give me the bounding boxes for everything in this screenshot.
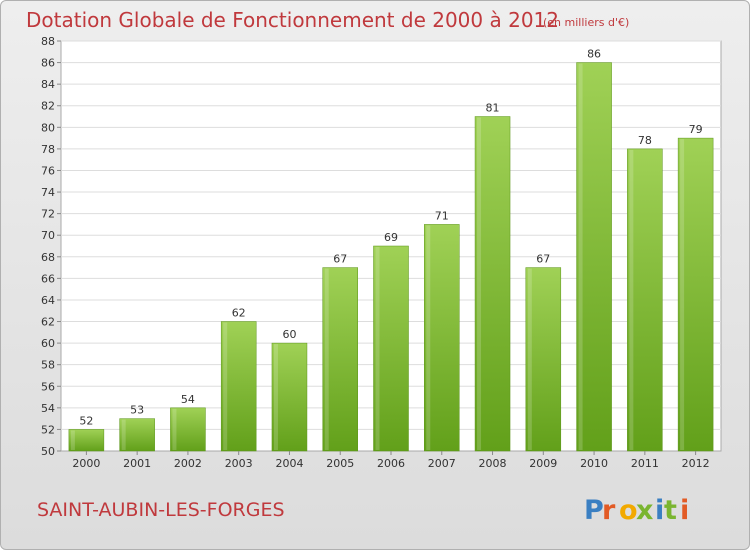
x-tick-label: 2001 (123, 457, 151, 470)
y-tick-label: 62 (41, 316, 55, 329)
bar-2003 (220, 321, 257, 452)
bar-highlight (629, 149, 634, 451)
x-tick-label: 2004 (275, 457, 303, 470)
x-tick-label: 2011 (631, 457, 659, 470)
logo-letter: i (655, 495, 664, 526)
value-label: 67 (333, 253, 347, 266)
y-tick-label: 56 (41, 380, 55, 393)
bar-highlight (527, 268, 532, 450)
value-label: 71 (435, 209, 449, 222)
value-label: 53 (130, 404, 144, 417)
bar-2010 (576, 62, 612, 452)
x-tick-label: 2012 (682, 457, 710, 470)
y-tick-label: 82 (41, 100, 55, 113)
y-tick-label: 52 (41, 423, 55, 436)
bar-highlight (426, 225, 431, 450)
value-label: 69 (384, 231, 398, 244)
bar-2005 (322, 267, 358, 452)
bar-highlight (121, 419, 126, 450)
chart-unit: (en milliers d'€) (543, 16, 630, 29)
x-tick-label: 2009 (529, 457, 557, 470)
bar-highlight (375, 247, 380, 450)
y-tick-label: 64 (41, 294, 55, 307)
value-label: 67 (536, 253, 550, 266)
y-tick-label: 54 (41, 402, 55, 415)
y-tick-label: 78 (41, 143, 55, 156)
proxiti-logo: Pr ox i t i (584, 495, 689, 526)
bar-2002 (170, 407, 206, 452)
value-label: 81 (486, 102, 500, 115)
bar-highlight (578, 63, 583, 450)
bar-2012 (677, 137, 714, 452)
bar-highlight (273, 344, 278, 450)
value-label: 60 (282, 328, 296, 341)
x-tick-label: 2007 (428, 457, 456, 470)
y-tick-label: 86 (41, 57, 55, 70)
bar-2011 (627, 148, 663, 452)
bar-highlight (172, 408, 177, 450)
bar-2007 (424, 224, 460, 452)
bar-2008 (474, 116, 511, 452)
y-tick-label: 74 (41, 186, 55, 199)
y-tick-label: 80 (41, 121, 55, 134)
y-tick-label: 60 (41, 337, 55, 350)
bar-2006 (373, 245, 409, 452)
y-tick-label: 68 (41, 251, 55, 264)
bar-highlight (223, 322, 228, 450)
y-tick-label: 58 (41, 359, 55, 372)
value-label: 78 (638, 134, 652, 147)
y-tick-label: 76 (41, 164, 55, 177)
bar-highlight (70, 430, 75, 450)
y-tick-label: 88 (41, 35, 55, 48)
value-label: 62 (232, 307, 246, 320)
x-tick-label: 2003 (225, 457, 253, 470)
value-label: 79 (689, 123, 703, 136)
y-tick-label: 66 (41, 272, 55, 285)
chart-title: Dotation Globale de Fonctionnement de 20… (26, 8, 559, 32)
commune-name: SAINT-AUBIN-LES-FORGES (37, 499, 285, 521)
bar-chart: 52 53 54 62 60 67 69 71 81 67 86 78 79 50 52 54 56 58 60 6… (41, 35, 722, 470)
x-tick-label: 2000 (72, 457, 100, 470)
y-tick-label: 70 (41, 229, 55, 242)
y-tick-label: 84 (41, 78, 55, 91)
logo-letter: i (680, 495, 689, 526)
x-tick-label: 2002 (174, 457, 202, 470)
bar-2009 (525, 267, 562, 452)
bar-highlight (324, 268, 329, 450)
logo-letter: r (602, 495, 616, 526)
logo-letter: x (636, 495, 653, 526)
logo-letter: o (619, 495, 638, 526)
logo-letter: t (664, 495, 677, 526)
x-tick-label: 2005 (326, 457, 354, 470)
bar-2001 (119, 418, 155, 452)
x-tick-label: 2008 (479, 457, 507, 470)
bar-2004 (271, 342, 308, 452)
bar-highlight (477, 117, 482, 451)
x-tick-label: 2006 (377, 457, 405, 470)
value-label: 54 (181, 393, 195, 406)
bar-highlight (680, 139, 685, 450)
value-label: 86 (587, 48, 601, 61)
x-tick-label: 2010 (580, 457, 608, 470)
y-tick-label: 50 (41, 445, 55, 458)
y-tick-label: 72 (41, 208, 55, 221)
logo-letter: P (584, 495, 604, 526)
value-label: 52 (79, 414, 93, 427)
